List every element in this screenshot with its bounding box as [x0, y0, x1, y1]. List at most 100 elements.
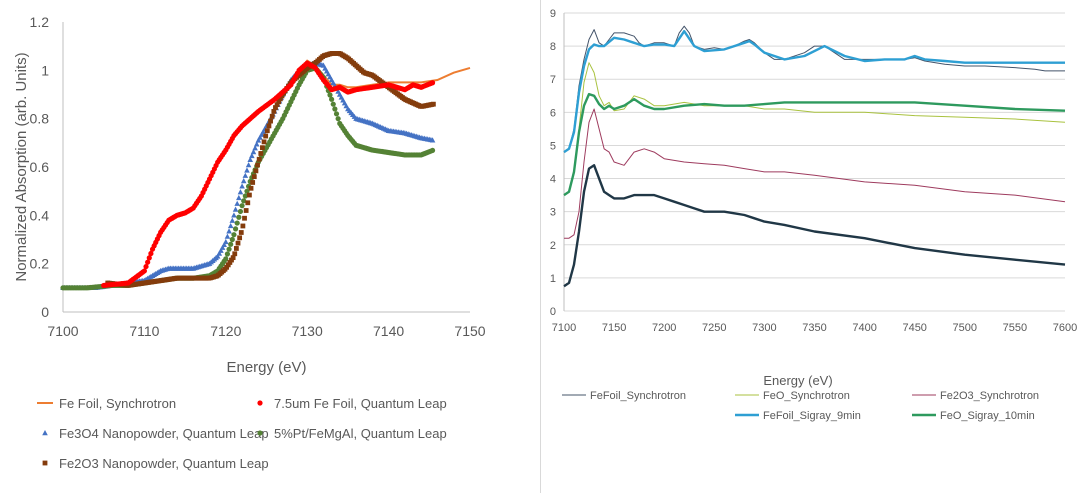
x-tick-label: 7550 [1003, 322, 1027, 334]
data-point [429, 137, 436, 143]
x-axis-title: Energy (eV) [226, 359, 306, 376]
data-point [253, 141, 260, 147]
data-point [219, 244, 226, 250]
data-point [255, 137, 262, 143]
data-point [253, 168, 259, 174]
data-point [235, 240, 241, 246]
legend-swatch [257, 400, 263, 406]
data-point [276, 99, 282, 105]
legend-label: FeFoil_Sigray_9min [763, 410, 861, 422]
data-point [252, 145, 258, 151]
data-point [234, 200, 240, 206]
y-tick-label: 1.2 [30, 14, 50, 30]
data-point [232, 206, 239, 212]
y-tick-label: 9 [550, 8, 556, 20]
data-point [224, 264, 230, 270]
data-point [273, 105, 278, 110]
data-point [249, 152, 255, 159]
legend-item-fefoil-synchrotron: FeFoil_Synchrotron [562, 390, 686, 402]
legend-item-fe-foil-synchrotron: Fe Foil, Synchrotron [37, 396, 176, 411]
x-tick-label: 7450 [902, 322, 926, 334]
data-point [148, 250, 154, 257]
series-line-series-5 [563, 164, 1066, 288]
y-tick-label: 0.2 [30, 256, 50, 272]
legend-label: 7.5um Fe Foil, Quantum Leap [274, 396, 447, 411]
legend-swatch [42, 460, 48, 466]
y-tick-label: 0.6 [30, 159, 50, 175]
data-point [141, 268, 147, 274]
data-point [223, 238, 229, 245]
data-point [234, 220, 240, 226]
y-tick-label: 0.8 [30, 111, 50, 127]
legend-label: Fe3O4 Nanopowder, Quantum Leap [59, 426, 269, 441]
data-point [232, 226, 239, 232]
y-tick-label: 7 [550, 74, 556, 86]
y-tick-label: 5 [550, 140, 556, 152]
data-point [236, 214, 242, 220]
data-point [256, 156, 262, 162]
legend-item-feo-sigray-10min: FeO_Sigray_10min [912, 410, 1035, 422]
y-tick-label: 1 [550, 273, 556, 285]
y-axis-title: Normalized Absorption (arb. Units) [13, 52, 30, 281]
series-line-feo-synchrotron [563, 62, 1066, 196]
xes-chart-panel: 0 1 2 3 4 5 6 7 8 9 7100 7150 7200 7250 7300 7350 7400 74… [542, 0, 1091, 493]
data-point [237, 189, 244, 195]
data-point [145, 259, 151, 265]
data-point [335, 116, 341, 122]
xanes-absorption-chart: 0 0.2 0.4 0.6 0.8 1 1.2 7100 7110 7120 7130 7140 715… [13, 14, 486, 471]
data-point [241, 198, 247, 204]
data-point [255, 162, 260, 168]
data-point [269, 113, 275, 119]
x-tick-label: 7120 [210, 323, 241, 339]
series-line-fe2o3-synchrotron [564, 108, 1066, 239]
data-point [229, 236, 235, 243]
x-tick-label: 7150 [602, 322, 626, 334]
legend-item-7-5um-fe-foil-quantum-leap: 7.5um Fe Foil, Quantum Leap [257, 396, 447, 411]
data-point [236, 194, 242, 201]
data-point [223, 256, 229, 262]
data-point [143, 263, 149, 270]
data-point [333, 111, 340, 117]
series-fe-foil-synchrotron [62, 59, 471, 289]
legend-label: Fe2O3 Nanopowder, Quantum Leap [59, 456, 269, 471]
data-point [240, 178, 247, 184]
series-7-5um-fe-foil-quantum-leap [101, 60, 436, 289]
legend-label: 5%Pt/FeMgAl, Quantum Leap [274, 426, 447, 441]
y-tick-label: 0.4 [30, 207, 50, 223]
data-point [237, 235, 243, 241]
data-point [329, 96, 335, 102]
data-point [216, 250, 223, 256]
legend-item-5-pt-femgal-quantum-leap: 5%Pt/FeMgAl, Quantum Leap [257, 426, 447, 441]
data-point [327, 92, 333, 98]
data-point [214, 253, 221, 259]
data-point [240, 223, 246, 229]
data-point [238, 230, 244, 235]
data-point [239, 183, 245, 189]
series-line-fefoil-sigray-9min [563, 30, 1065, 154]
data-point [250, 180, 256, 185]
x-tick-label: 7500 [953, 322, 977, 334]
data-point [251, 174, 257, 180]
y-tick-label: 8 [550, 41, 556, 53]
data-point [225, 262, 231, 268]
legend-label: FeFoil_Synchrotron [590, 390, 686, 402]
data-point [266, 123, 272, 129]
data-point [248, 185, 254, 191]
legend-swatch [257, 430, 263, 436]
data-point [247, 156, 254, 162]
data-point [244, 188, 250, 194]
data-point [229, 217, 236, 223]
data-point [260, 145, 265, 151]
legend-label: Fe2O3_Synchrotron [940, 390, 1039, 402]
y-tick-label: 6 [550, 107, 556, 119]
data-point [245, 162, 252, 168]
data-point [242, 215, 247, 221]
data-point [258, 131, 265, 137]
data-point [237, 208, 244, 215]
data-point [263, 133, 269, 139]
data-point [224, 233, 231, 239]
data-point [332, 106, 338, 112]
x-tick-label: 7600 [1053, 322, 1077, 334]
data-point [247, 192, 252, 198]
legend-swatch [42, 430, 48, 436]
